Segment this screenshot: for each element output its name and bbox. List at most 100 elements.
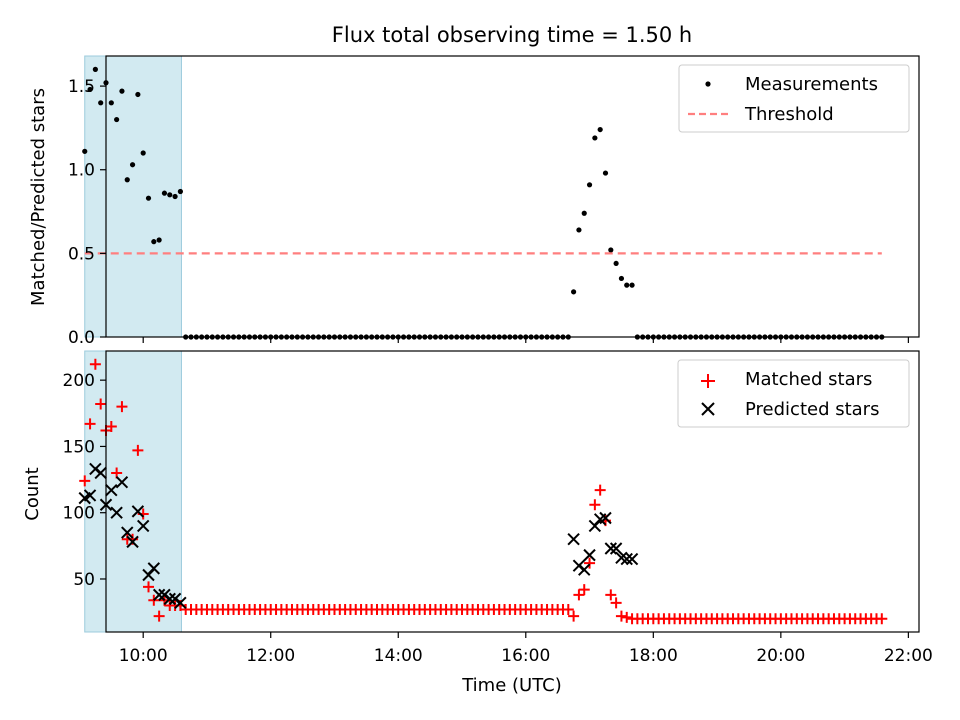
- matched-stars-point: [143, 581, 155, 593]
- predicted-stars-point: [599, 511, 612, 525]
- measurement-point: [145, 195, 152, 201]
- threshold-legend-label: Threshold: [744, 104, 834, 125]
- y-tick-label: 0.0: [68, 328, 95, 348]
- predicted-stars-point: [152, 588, 166, 602]
- measurement-point: [82, 148, 88, 154]
- y-tick-label: 150: [63, 437, 95, 457]
- x-tick-label: 22:00: [884, 646, 933, 666]
- measurement-point: [629, 282, 635, 288]
- measurement-point: [172, 193, 178, 200]
- x-tick-label: 16:00: [501, 646, 550, 666]
- matched-stars-point: [578, 584, 590, 596]
- predicted-stars-point: [115, 476, 129, 489]
- predicted-stars-point: [105, 483, 118, 497]
- matched-stars-point: [132, 444, 144, 456]
- x-axis-label: Time (UTC): [461, 675, 562, 696]
- matched-stars-point: [615, 610, 627, 622]
- top-panel: Flux total observing time = 1.50 h 0.0 0.…: [28, 23, 920, 348]
- measurement-point: [167, 192, 173, 198]
- measurement-point: [597, 126, 603, 133]
- bottom-y-axis-label: Count: [22, 467, 43, 520]
- top-panel-title: Flux total observing time = 1.50 h: [332, 23, 692, 47]
- predicted-stars-point: [110, 506, 123, 519]
- predicted-stars-point: [174, 596, 187, 610]
- predicted-stars-point: [609, 542, 623, 555]
- predicted-stars-point: [121, 526, 134, 539]
- predicted-legend-marker: [701, 402, 715, 416]
- predicted-stars-point: [131, 505, 145, 518]
- x-tick-label: 12:00: [246, 646, 295, 666]
- matched-stars-point: [573, 589, 585, 601]
- measurement-point: [581, 210, 587, 216]
- bottom-legend: Matched stars Predicted stars: [677, 359, 910, 428]
- y-tick-label: 0.5: [68, 244, 95, 264]
- measurements-legend-marker: [705, 81, 711, 87]
- measurement-point: [576, 227, 582, 233]
- measurement-point: [140, 150, 146, 156]
- matched-stars-point: [116, 401, 128, 413]
- measurement-point: [613, 260, 619, 267]
- measurement-point: [608, 247, 614, 253]
- top-y-axis: 0.0 0.5 1.0 1.5: [68, 77, 106, 348]
- measurements-legend-label: Measurements: [745, 74, 878, 95]
- measurement-point: [87, 86, 93, 93]
- matched-legend-marker: [701, 374, 715, 388]
- measurement-point: [151, 239, 157, 245]
- matched-stars-point: [89, 358, 101, 370]
- bottom-y-axis: 50 100 150 200: [63, 371, 106, 590]
- measurement-point: [571, 289, 577, 295]
- matched-stars-point: [562, 603, 574, 615]
- measurement-point: [129, 162, 136, 168]
- y-tick-label: 1.5: [68, 77, 95, 97]
- measurement-point: [586, 182, 593, 188]
- matched-stars-point: [610, 597, 622, 609]
- y-tick-label: 100: [63, 504, 95, 524]
- predicted-stars-point: [83, 489, 97, 502]
- measurement-point: [119, 88, 125, 94]
- predicted-legend-label: Predicted stars: [745, 399, 879, 420]
- predicted-stars-point: [147, 562, 161, 575]
- measurement-point: [624, 282, 630, 288]
- predicted-stars-point: [578, 563, 591, 576]
- y-tick-label: 50: [73, 570, 95, 590]
- measurement-point: [135, 91, 141, 98]
- matched-stars-point: [594, 484, 606, 496]
- measurement-point: [177, 188, 183, 195]
- matched-stars-point: [589, 499, 601, 511]
- matched-stars-point: [95, 398, 107, 410]
- measurement-point: [618, 275, 625, 282]
- predicted-stars-point: [126, 535, 139, 549]
- measurement-point: [161, 190, 168, 196]
- measurement-point: [98, 100, 104, 106]
- top-shaded-span: [84, 56, 182, 337]
- top-legend-frame: [678, 64, 910, 133]
- matched-stars-point: [605, 589, 617, 601]
- top-x-ticks: [142, 337, 909, 343]
- bottom-axes-frame: [105, 350, 920, 633]
- matched-stars-point: [105, 421, 117, 433]
- x-tick-label: 14:00: [374, 646, 423, 666]
- predicted-stars-point: [625, 552, 639, 566]
- matched-stars-point: [568, 610, 580, 622]
- predicted-stars-point: [136, 519, 150, 533]
- bottom-x-axis: 10:00 12:00 14:00 16:00 18:00 20:00 22:00: [119, 632, 933, 666]
- top-legend: Measurements Threshold: [678, 64, 910, 133]
- measurement-point: [602, 170, 609, 176]
- measurement-point: [156, 237, 162, 243]
- measurement-point: [108, 100, 114, 106]
- bottom-legend-frame: [677, 359, 910, 428]
- matched-stars-point: [84, 418, 96, 430]
- y-tick-label: 200: [63, 371, 95, 391]
- bottom-panel: 10:00 12:00 14:00 16:00 18:00 20:00 22:00 50 10…: [22, 350, 933, 696]
- matched-stars-point: [584, 557, 596, 569]
- predicted-stars-point: [163, 592, 176, 606]
- measurement-point: [92, 66, 98, 72]
- measurement-point: [592, 135, 598, 141]
- predicted-stars-point: [94, 466, 107, 480]
- measurement-point: [114, 116, 120, 123]
- top-axes-frame: [105, 55, 920, 338]
- predicted-stars-point: [583, 548, 596, 562]
- top-y-axis-label: Matched/Predicted stars: [28, 88, 49, 306]
- bottom-shaded-span: [84, 351, 182, 632]
